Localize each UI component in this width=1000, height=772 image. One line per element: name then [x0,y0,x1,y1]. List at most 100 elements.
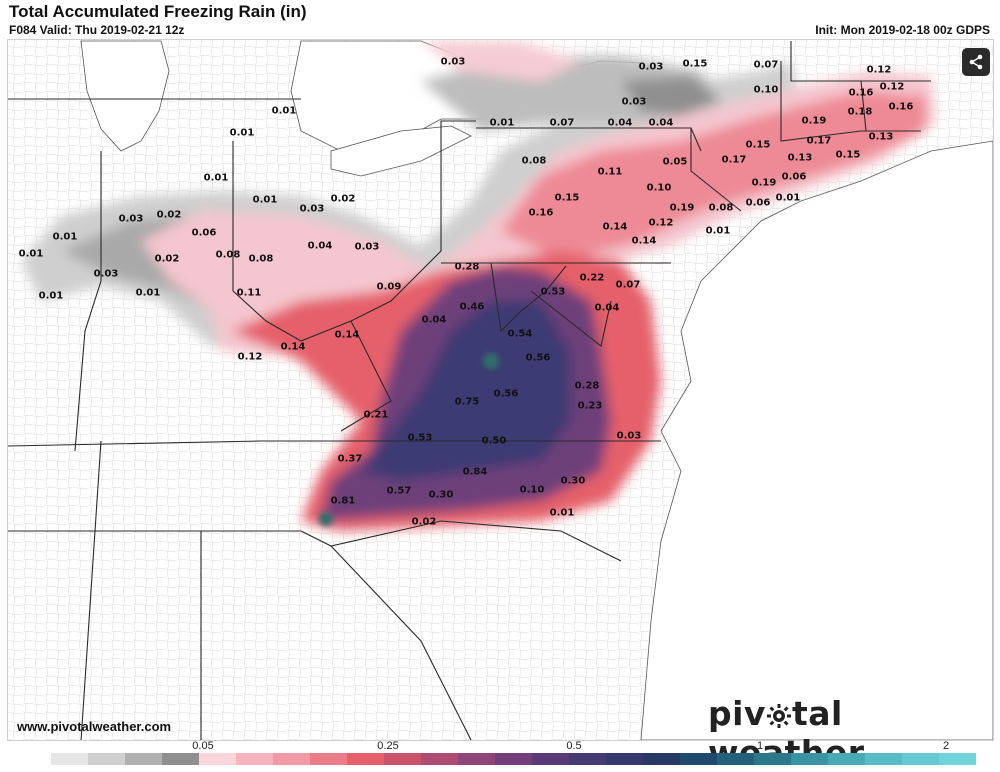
colorbar-swatch [532,753,569,765]
value-label: 0.01 [52,231,78,243]
sun-gear-icon [766,704,791,728]
value-label: 0.15 [835,149,861,161]
colorbar-swatch [939,753,976,765]
value-label: 0.17 [806,135,832,147]
value-label: 0.02 [156,209,182,221]
colorbar-swatch [902,753,939,765]
value-label: 0.18 [847,106,873,118]
value-label: 0.14 [631,235,657,247]
colorbar-swatch [495,753,532,765]
colorbar-tick: 0.5 [566,740,582,752]
value-label: 0.13 [868,131,894,143]
value-label: 0.16 [528,207,554,219]
colorbar-swatch [828,753,865,765]
colorbar-swatch [347,753,384,765]
value-label: 0.03 [93,268,119,280]
colorbar-swatch [791,753,828,765]
value-label: 0.07 [549,117,575,129]
value-label: 0.17 [721,154,747,166]
value-label: 0.22 [579,272,605,284]
value-label: 0.04 [607,117,633,129]
value-label: 0.04 [594,302,620,314]
value-label: 0.04 [421,314,447,326]
value-label: 0.04 [648,117,674,129]
value-label: 0.11 [597,166,623,178]
value-label: 0.01 [252,194,278,206]
colorbar-tick: 2 [942,740,950,752]
value-label: 0.12 [648,217,674,229]
value-label: 0.01 [135,287,161,299]
value-label: 0.12 [237,351,263,363]
colorbar-tick: 0.05 [192,740,214,752]
value-label: 0.10 [753,84,779,96]
colorbar-swatch [51,753,88,765]
value-label: 0.03 [616,430,642,442]
value-label: 0.06 [191,227,217,239]
value-label: 0.53 [540,286,566,298]
colorbar-swatch [421,753,458,765]
value-label: 0.01 [203,172,229,184]
value-label: 0.01 [18,248,44,260]
brand-text-start: piv [708,694,766,733]
value-label: 0.56 [525,352,551,364]
colorbar-swatch [125,753,162,765]
value-label: 0.16 [888,101,914,113]
value-label: 0.50 [481,435,507,447]
value-label: 0.14 [602,221,628,233]
colorbar-swatch [162,753,199,765]
value-label: 0.54 [507,328,533,340]
value-label: 0.08 [521,155,547,167]
value-label: 0.30 [428,489,454,501]
value-label: 0.01 [229,127,255,139]
value-label: 0.28 [574,380,600,392]
colorbar-swatch [643,753,680,765]
value-label: 0.16 [848,87,874,99]
value-label: 0.10 [646,182,672,194]
value-label: 0.07 [615,279,641,291]
colorbar-swatch [569,753,606,765]
value-label: 0.08 [215,249,241,261]
value-label: 0.56 [493,388,519,400]
value-label: 0.01 [38,290,64,302]
value-label: 0.01 [271,105,297,117]
value-label: 0.53 [407,432,433,444]
value-label: 0.02 [330,193,356,205]
colorbar-swatch [236,753,273,765]
value-label: 0.57 [386,485,412,497]
value-label: 0.14 [280,341,306,353]
colorbar-swatch [310,753,347,765]
value-label: 0.14 [334,329,360,341]
value-label: 0.06 [781,171,807,183]
colorbar-tick: 0.25 [377,740,399,752]
value-label: 0.01 [705,225,731,237]
value-label: 0.30 [560,475,586,487]
colorbar-swatch [680,753,717,765]
value-label: 0.75 [454,396,480,408]
colorbar-swatch [384,753,421,765]
value-label: 0.09 [376,281,402,293]
colorbar-swatch [199,753,236,765]
value-label: 0.23 [577,400,603,412]
colorbar-tick: 1 [756,740,764,752]
share-button[interactable] [962,48,990,76]
value-label: 0.15 [745,139,771,151]
map-panel[interactable]: 0.03 0.03 0.15 0.07 0.12 0.10 0.16 0.12 … [7,39,994,741]
color-scale-bar [14,753,976,765]
value-label: 0.01 [549,507,575,519]
value-label: 0.08 [248,253,274,265]
value-label: 0.19 [801,115,827,127]
value-label: 0.13 [787,152,813,164]
colorbar-swatch [606,753,643,765]
value-label: 0.01 [775,192,801,204]
site-url[interactable]: www.pivotalweather.com [17,719,172,734]
value-label: 0.03 [638,61,664,73]
value-label: 0.07 [753,59,779,71]
value-label: 0.19 [669,202,695,214]
value-label: 0.84 [462,466,488,478]
value-label: 0.05 [662,156,688,168]
value-label: 0.04 [307,240,333,252]
colorbar-swatch [717,753,754,765]
init-time: Init: Mon 2019-02-18 00z GDPS [815,23,990,37]
value-label: 0.06 [745,197,771,209]
colorbar-swatch [865,753,902,765]
